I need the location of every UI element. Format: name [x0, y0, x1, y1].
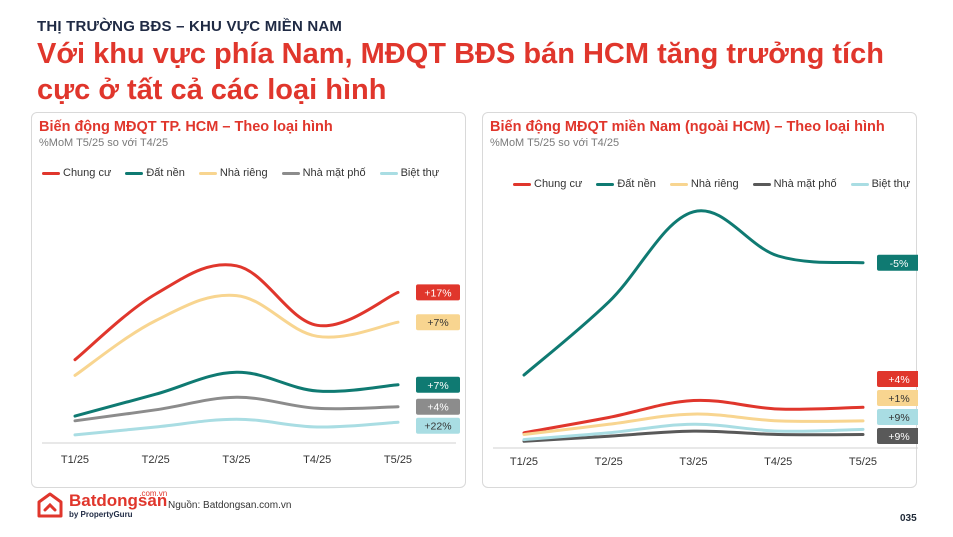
legend-item: Biệt thự	[379, 167, 440, 179]
legend-label: Nhà riêng	[690, 178, 739, 190]
page-number: 035	[900, 513, 917, 524]
end-label-text: +7%	[427, 380, 448, 392]
x-tick-label: T3/25	[222, 454, 250, 466]
end-label-badge: -5%	[877, 254, 918, 271]
series-line-dat-nen	[522, 209, 865, 377]
section-kicker: THỊ TRƯỜNG BĐS – KHU VỰC MIỀN NAM	[37, 18, 343, 35]
legend-label: Chung cư	[63, 167, 112, 179]
x-tick-label: T1/25	[61, 454, 89, 466]
end-label-badge: +9%	[877, 428, 918, 444]
x-tick-label: T2/25	[595, 456, 623, 468]
series-line-nha-rieng	[73, 293, 400, 377]
end-label-badge: +7%	[416, 314, 460, 331]
legend-item: Chung cư	[513, 178, 582, 190]
x-tick-label: T3/25	[679, 456, 707, 468]
x-tick-label: T5/25	[384, 454, 412, 466]
end-label-text: +17%	[424, 287, 451, 299]
chart-title: Biến động MĐQT miền Nam (ngoài HCM) – Th…	[490, 119, 885, 135]
x-tick-label: T5/25	[849, 456, 877, 468]
chart-legend: Chung cư Đất nền Nhà riêng Nhà mặt phố B…	[42, 167, 439, 179]
end-label-text: +9%	[888, 431, 909, 443]
legend-label: Nhà mặt phố	[302, 167, 366, 179]
legend-item: Đất nền	[125, 167, 185, 179]
end-label-badge: +7%	[416, 376, 460, 393]
legend-swatch	[596, 182, 615, 186]
legend-label: Nhà mặt phố	[773, 178, 837, 190]
line-chart-south: T1/25 T2/25 T3/25 T4/25 T5/25 -5% +4% +1% +9% +9%	[493, 209, 918, 468]
legend-label: Chung cư	[534, 178, 583, 190]
end-label-text: +22%	[424, 421, 451, 433]
series-line-nha-mat-pho	[73, 395, 400, 423]
legend-swatch	[281, 171, 300, 175]
series-line-chung-cu	[73, 263, 400, 362]
legend-swatch	[125, 171, 144, 175]
chart-panel-hcm: Biến động MĐQT TP. HCM – Theo loại hình …	[31, 112, 466, 488]
legend-label: Biệt thự	[871, 178, 911, 190]
house-logo-icon	[37, 492, 63, 518]
legend-item: Biệt thự	[850, 178, 911, 190]
legend-swatch	[752, 182, 771, 186]
chart-subtitle: %MoM T5/25 so với T4/25	[490, 137, 620, 149]
source-note: Nguồn: Batdongsan.com.vn	[168, 500, 292, 511]
chart-title: Biến động MĐQT TP. HCM – Theo loại hình	[39, 119, 333, 135]
legend-swatch	[850, 182, 869, 186]
series-line-biet-thu	[73, 417, 400, 437]
legend-swatch	[198, 171, 217, 175]
x-tick-label: T4/25	[303, 454, 331, 466]
legend-item: Đất nền	[596, 178, 656, 190]
end-label-badge: +1%	[877, 390, 918, 406]
end-label-text: +9%	[888, 412, 909, 424]
page-headline: Với khu vực phía Nam, MĐQT BĐS bán HCM t…	[37, 38, 884, 106]
brand-logo: Batdongsan .com.vn by PropertyGuru	[37, 489, 168, 520]
chart-panel-south: Biến động MĐQT miền Nam (ngoài HCM) – Th…	[482, 112, 918, 488]
legend-item: Nhà riêng	[198, 167, 268, 179]
end-label-text: +4%	[427, 402, 448, 414]
end-label-text: +1%	[888, 393, 909, 405]
end-label-badge: +17%	[416, 284, 460, 301]
legend-item: Nhà mặt phố	[281, 167, 366, 179]
x-tick-label: T1/25	[510, 456, 538, 468]
legend-swatch	[669, 182, 688, 186]
end-label-badge: +9%	[877, 409, 918, 425]
end-label-badge: +4%	[416, 398, 460, 415]
legend-label: Nhà riêng	[219, 167, 268, 179]
end-label-text: +4%	[888, 374, 909, 386]
legend-swatch	[42, 171, 60, 175]
end-label-badge: +22%	[416, 417, 460, 434]
logo-domain: .com.vn	[139, 489, 168, 498]
logo-tagline: by PropertyGuru	[69, 510, 133, 519]
end-label-text: -5%	[890, 258, 909, 270]
end-label-text: +7%	[427, 317, 448, 329]
line-chart-hcm: T1/25 T2/25 T3/25 T4/25 T5/25 +17% +7% +7% +4% +2…	[42, 263, 460, 466]
legend-label: Biệt thự	[400, 167, 440, 179]
legend-label: Đất nền	[617, 178, 656, 190]
legend-item: Nhà mặt phố	[752, 178, 837, 190]
x-tick-label: T2/25	[142, 454, 170, 466]
x-tick-label: T4/25	[764, 456, 792, 468]
chart-legend: Chung cư Đất nền Nhà riêng Nhà mặt phố B…	[513, 178, 910, 190]
chart-subtitle: %MoM T5/25 so với T4/25	[39, 137, 169, 149]
logo-name: Batdongsan	[69, 491, 168, 510]
legend-swatch	[379, 171, 398, 175]
legend-swatch	[513, 182, 531, 186]
legend-label: Đất nền	[146, 167, 185, 179]
legend-item: Nhà riêng	[669, 178, 739, 190]
end-label-badge: +4%	[877, 371, 918, 387]
legend-item: Chung cư	[42, 167, 111, 179]
